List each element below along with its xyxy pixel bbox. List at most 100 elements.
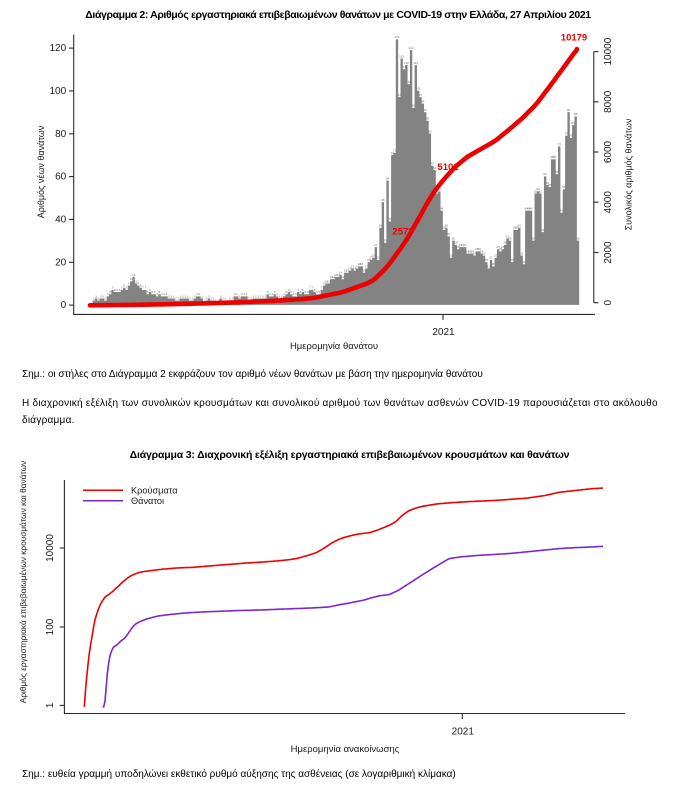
svg-text:17: 17 xyxy=(487,264,491,268)
svg-text:17: 17 xyxy=(365,264,369,268)
svg-text:5: 5 xyxy=(307,290,309,294)
svg-text:10179: 10179 xyxy=(561,33,587,44)
svg-text:6: 6 xyxy=(119,288,121,292)
svg-text:3: 3 xyxy=(180,294,182,298)
svg-text:1: 1 xyxy=(217,299,219,303)
svg-text:10: 10 xyxy=(327,279,331,283)
svg-text:90: 90 xyxy=(423,108,427,112)
svg-text:16: 16 xyxy=(353,266,357,270)
svg-text:0: 0 xyxy=(603,299,614,305)
svg-text:3: 3 xyxy=(95,294,97,298)
svg-text:1: 1 xyxy=(45,702,56,708)
svg-text:97: 97 xyxy=(419,93,423,97)
svg-text:21: 21 xyxy=(376,256,380,260)
svg-text:97: 97 xyxy=(398,93,402,97)
svg-text:24: 24 xyxy=(468,249,472,253)
svg-text:13: 13 xyxy=(132,273,136,277)
svg-text:7: 7 xyxy=(142,286,144,290)
svg-text:Ημερομηνία ανακοίνωσης: Ημερομηνία ανακοίνωσης xyxy=(291,744,400,755)
svg-text:10: 10 xyxy=(325,279,329,283)
svg-text:3: 3 xyxy=(184,294,186,298)
svg-text:44: 44 xyxy=(529,207,533,211)
svg-text:3: 3 xyxy=(257,294,259,298)
svg-text:3: 3 xyxy=(168,294,170,298)
svg-text:36: 36 xyxy=(517,224,521,228)
svg-text:84: 84 xyxy=(571,121,575,125)
svg-text:3: 3 xyxy=(100,294,102,298)
svg-text:28: 28 xyxy=(454,241,458,245)
svg-text:112: 112 xyxy=(404,61,409,65)
svg-text:53: 53 xyxy=(536,187,540,191)
svg-text:17: 17 xyxy=(355,264,359,268)
svg-text:120: 120 xyxy=(50,43,67,54)
svg-text:25: 25 xyxy=(499,247,503,251)
svg-text:124: 124 xyxy=(394,35,399,39)
svg-text:3: 3 xyxy=(262,294,264,298)
svg-text:4000: 4000 xyxy=(603,191,614,214)
svg-text:3: 3 xyxy=(194,294,196,298)
svg-text:2: 2 xyxy=(213,296,215,300)
svg-text:23: 23 xyxy=(520,251,524,255)
svg-text:2: 2 xyxy=(175,296,177,300)
svg-text:103: 103 xyxy=(406,80,411,84)
svg-text:43: 43 xyxy=(560,209,564,213)
svg-text:3: 3 xyxy=(208,294,210,298)
svg-text:2: 2 xyxy=(222,296,224,300)
svg-text:4: 4 xyxy=(234,292,236,296)
svg-text:65: 65 xyxy=(430,162,434,166)
svg-text:30: 30 xyxy=(452,236,456,240)
svg-text:3: 3 xyxy=(201,294,203,298)
svg-text:2: 2 xyxy=(93,296,95,300)
svg-text:39: 39 xyxy=(388,217,392,221)
svg-text:23: 23 xyxy=(482,251,486,255)
svg-text:24: 24 xyxy=(470,249,474,253)
svg-text:100: 100 xyxy=(45,618,56,635)
svg-text:6: 6 xyxy=(116,288,118,292)
svg-text:2021: 2021 xyxy=(452,727,475,738)
svg-text:4: 4 xyxy=(107,292,109,296)
svg-text:2: 2 xyxy=(229,296,231,300)
svg-text:25: 25 xyxy=(477,247,481,251)
svg-text:18: 18 xyxy=(360,262,364,266)
svg-text:94: 94 xyxy=(421,99,425,103)
svg-text:70: 70 xyxy=(390,151,394,155)
svg-text:2: 2 xyxy=(206,296,208,300)
svg-text:40: 40 xyxy=(55,215,67,226)
svg-text:7: 7 xyxy=(309,286,311,290)
svg-text:52: 52 xyxy=(539,189,543,193)
svg-text:5: 5 xyxy=(154,290,156,294)
svg-text:2: 2 xyxy=(192,296,194,300)
svg-text:Θάνατοι: Θάνατοι xyxy=(131,496,164,506)
svg-text:5: 5 xyxy=(286,290,288,294)
svg-text:5: 5 xyxy=(267,290,269,294)
svg-text:35: 35 xyxy=(442,226,446,230)
svg-text:Αριθμός εργαστηριακά επιβεβαιω: Αριθμός εργαστηριακά επιβεβαιωμένων κρου… xyxy=(18,461,28,703)
svg-text:5: 5 xyxy=(274,290,276,294)
svg-text:27: 27 xyxy=(374,243,378,247)
svg-text:7: 7 xyxy=(144,286,146,290)
svg-text:4: 4 xyxy=(163,292,165,296)
svg-text:3: 3 xyxy=(187,294,189,298)
svg-text:0: 0 xyxy=(61,300,67,311)
svg-text:3: 3 xyxy=(255,294,257,298)
svg-text:4: 4 xyxy=(283,292,285,296)
svg-text:80: 80 xyxy=(428,129,432,133)
svg-text:26: 26 xyxy=(456,245,460,249)
svg-text:5: 5 xyxy=(304,290,306,294)
svg-text:27: 27 xyxy=(461,243,465,247)
svg-text:2: 2 xyxy=(177,296,179,300)
svg-text:5: 5 xyxy=(316,290,318,294)
svg-text:71: 71 xyxy=(393,149,397,153)
svg-text:7: 7 xyxy=(112,286,114,290)
svg-text:4: 4 xyxy=(243,292,245,296)
svg-text:16: 16 xyxy=(348,266,352,270)
svg-text:4: 4 xyxy=(196,292,198,296)
svg-text:29: 29 xyxy=(383,239,387,243)
svg-text:14: 14 xyxy=(339,271,343,275)
svg-text:90: 90 xyxy=(567,108,571,112)
svg-text:58: 58 xyxy=(386,177,390,181)
svg-text:4: 4 xyxy=(276,292,278,296)
svg-text:21: 21 xyxy=(489,256,493,260)
svg-text:54: 54 xyxy=(562,185,566,189)
svg-text:4: 4 xyxy=(271,292,273,296)
